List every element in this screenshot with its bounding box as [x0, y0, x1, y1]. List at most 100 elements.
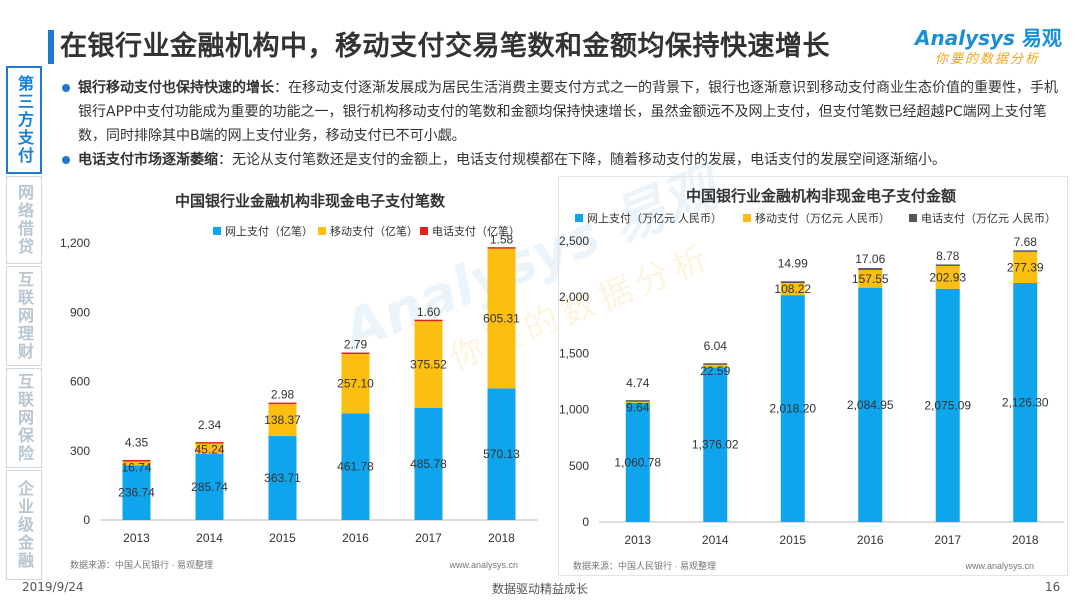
bullet-heading: 电话支付市场逐渐萎缩 [78, 152, 218, 168]
data-label: 14.99 [778, 256, 808, 270]
bullet-text: ：无论从支付笔数还是支付的金额上，电话支付规模都在下降，随着移动支付的发展，电话… [218, 152, 946, 168]
data-label: 17.06 [855, 252, 885, 266]
y-tick-label: 1,000 [559, 403, 589, 417]
bar-segment [341, 352, 370, 355]
data-label: 375.52 [410, 358, 447, 372]
bar-segment [703, 363, 728, 365]
bar-segment [487, 388, 516, 520]
x-tick-label: 2017 [415, 531, 442, 545]
analysys-logo: Analysys 易观 你要的数据分析 [915, 22, 1065, 70]
bar-segment [268, 404, 297, 437]
nav-item-internet-insurance[interactable]: 互联网保险 [6, 368, 42, 468]
nav-item-p2p-lending[interactable]: 网络借贷 [6, 176, 42, 264]
bar-segment [195, 454, 224, 520]
data-label: 257.10 [337, 377, 374, 391]
y-tick-label: 1,200 [60, 236, 90, 250]
data-label: 45.24 [194, 443, 224, 457]
footer-slogan: 数据驱动精益成长 [492, 582, 589, 596]
bar-segment [1013, 250, 1038, 252]
legend-swatch [575, 214, 583, 222]
bullet-item: 电话支付市场逐渐萎缩：无论从支付笔数还是支付的金额上，电话支付规模都在下降，随着… [62, 148, 1062, 172]
y-tick-label: 300 [70, 444, 90, 458]
data-label: 202.93 [929, 270, 966, 284]
nav-label: 互联网保险 [15, 373, 34, 463]
data-label: 2,018.20 [769, 402, 816, 416]
y-tick-label: 2,500 [559, 234, 589, 248]
bar-segment [341, 413, 370, 520]
bar-segment [858, 269, 883, 288]
data-label: 2,084.95 [847, 398, 894, 412]
bar-segment [780, 282, 805, 296]
data-label: 2.34 [198, 418, 222, 432]
data-label: 461.78 [337, 460, 374, 474]
x-tick-label: 2014 [196, 531, 223, 545]
bar-segment [935, 288, 960, 522]
x-tick-label: 2014 [702, 533, 729, 547]
data-label: 1.58 [490, 232, 514, 246]
data-label: 1,060.78 [614, 455, 661, 469]
bar-segment [858, 287, 883, 522]
x-tick-label: 2016 [342, 531, 369, 545]
data-label: 108.22 [774, 282, 811, 296]
data-label: 8.78 [936, 249, 960, 263]
data-label: 285.74 [191, 480, 228, 494]
legend-label: 电话支付（万亿元 人民币） [921, 212, 1056, 225]
y-tick-label: 0 [83, 513, 90, 527]
chart-source: 数据来源：中国人民银行 · 易观整理 [573, 560, 716, 571]
legend-label: 移动支付（亿笔） [330, 224, 418, 238]
legend-swatch [318, 227, 326, 235]
data-label: 605.31 [483, 312, 520, 326]
data-label: 157.55 [852, 272, 889, 286]
side-nav: 第三方支付 网络借贷 互联网理财 互联网保险 企业级金融 [6, 66, 42, 580]
bar-segment [625, 402, 650, 522]
legend-swatch [420, 227, 428, 235]
x-tick-label: 2013 [624, 533, 651, 547]
bar-segment [414, 321, 443, 408]
bar-segment [414, 407, 443, 520]
chart-transaction-count: 中国银行业金融机构非现金电子支付笔数 网上支付（亿笔） 移动支付（亿笔） 电话支付（亿… [48, 176, 548, 576]
bar-segment [625, 401, 650, 403]
data-label: 22.59 [700, 364, 730, 378]
bar-segment [1013, 283, 1038, 522]
bar-segment [122, 465, 151, 520]
x-tick-label: 2018 [1012, 533, 1039, 547]
data-label: 1,376.02 [692, 438, 739, 452]
y-tick-label: 1,500 [559, 346, 589, 360]
bar-segment [703, 367, 728, 522]
data-label: 4.35 [125, 435, 149, 449]
data-label: 138.37 [264, 413, 301, 427]
legend-label: 网上支付（亿笔） [225, 224, 313, 238]
chart-transaction-amount: 中国银行业金融机构非现金电子支付金额 网上支付（万亿元 人民币） 移动支付（万亿元 … [558, 176, 1068, 576]
bar-segment [195, 442, 224, 444]
chart-site: www.analysys.cn [448, 560, 518, 570]
data-label: 7.68 [1014, 235, 1038, 249]
x-tick-label: 2016 [857, 533, 884, 547]
bar-segment [487, 247, 516, 249]
data-label: 236.74 [118, 486, 155, 500]
data-label: 2,075.09 [924, 398, 971, 412]
data-label: 570.13 [483, 447, 520, 461]
bar-segment [122, 459, 151, 462]
bar-segment [935, 265, 960, 289]
chart-source: 数据来源：中国人民银行 · 易观整理 [70, 559, 213, 570]
data-label: 4.74 [626, 376, 650, 390]
bar-segment [268, 402, 297, 405]
chart-title: 中国银行业金融机构非现金电子支付金额 [686, 187, 956, 205]
bar-segment [703, 364, 728, 368]
x-tick-label: 2018 [488, 531, 515, 545]
bullet-heading: 银行移动支付也保持快速的增长 [78, 80, 274, 96]
nav-item-third-party-payment[interactable]: 第三方支付 [6, 66, 42, 174]
nav-item-internet-wealth[interactable]: 互联网理财 [6, 266, 42, 366]
y-tick-label: 900 [70, 305, 90, 319]
y-tick-label: 0 [582, 515, 589, 529]
nav-item-enterprise-finance[interactable]: 企业级金融 [6, 470, 42, 580]
x-tick-label: 2013 [123, 531, 150, 545]
y-tick-label: 500 [569, 459, 589, 473]
x-tick-label: 2017 [934, 533, 961, 547]
page-number: 16 [1045, 580, 1061, 594]
bar-segment [341, 354, 370, 414]
logo-slogan: 你要的数据分析 [935, 52, 1041, 67]
legend-swatch [909, 214, 917, 222]
chart-site: www.analysys.cn [964, 561, 1034, 571]
